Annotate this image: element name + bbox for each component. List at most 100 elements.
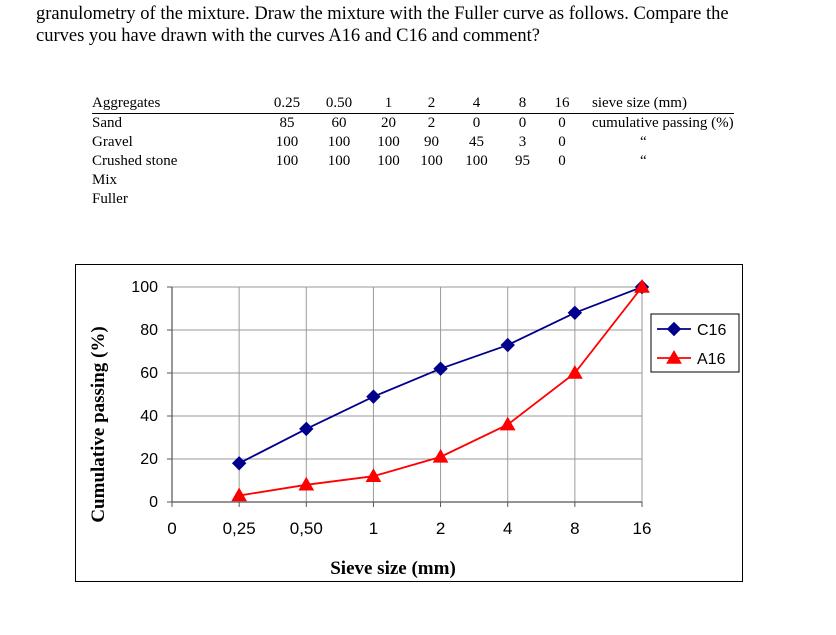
data-point-a16 bbox=[231, 487, 248, 502]
passing-value-cell bbox=[452, 171, 501, 190]
passing-value-cell: 90 bbox=[424, 134, 439, 150]
passing-value-cell: 60 bbox=[331, 115, 347, 131]
y-tick-label: 20 bbox=[140, 451, 158, 468]
unit-cell bbox=[580, 171, 734, 190]
legend-label-c16: C16 bbox=[697, 322, 726, 339]
passing-value-cell bbox=[452, 190, 501, 209]
passing-value-cell: 0 bbox=[518, 115, 527, 131]
passing-value-cell bbox=[411, 171, 452, 190]
aggregate-label: Mix bbox=[92, 172, 118, 188]
x-tick-label: 16 bbox=[633, 519, 652, 538]
passing-value-cell: 45 bbox=[469, 134, 484, 150]
data-point-a16 bbox=[566, 364, 583, 379]
aggregate-label: Fuller bbox=[92, 191, 128, 207]
data-point-a16 bbox=[298, 476, 315, 491]
data-point-c16 bbox=[366, 389, 381, 404]
problem-statement: granulometry of the mixture. Draw the mi… bbox=[36, 3, 826, 47]
y-tick-label: 0 bbox=[149, 494, 158, 511]
legend-marker-a16 bbox=[666, 349, 682, 364]
sieve-size-cell: 4 bbox=[452, 94, 501, 114]
passing-value-cell bbox=[411, 190, 452, 209]
x-tick-label: 2 bbox=[436, 519, 445, 538]
x-axis-title: Sieve size (mm) bbox=[330, 558, 456, 579]
passing-value-cell: 100 bbox=[327, 134, 351, 150]
y-tick-label: 80 bbox=[140, 322, 158, 339]
passing-value-cell: 85 bbox=[279, 115, 295, 131]
table-row: Mix bbox=[92, 171, 734, 190]
legend-label-a16: A16 bbox=[697, 351, 726, 368]
passing-value-cell: 0 bbox=[472, 115, 481, 131]
passing-value-cell: 0 bbox=[558, 115, 566, 131]
chart-frame: 0 20 40 60 80 100 0 0,25 0,50 1 2 4 8 16 Sieve size (m… bbox=[75, 264, 743, 582]
aggregate-label: Sand bbox=[92, 115, 122, 131]
passing-value-cell: 100 bbox=[377, 134, 400, 150]
table-header-label: Aggregates bbox=[92, 94, 262, 114]
passing-value-cell bbox=[544, 171, 580, 190]
passing-value-cell: 100 bbox=[275, 134, 299, 150]
passing-value-cell bbox=[366, 190, 411, 209]
x-tick-label: 0,50 bbox=[290, 519, 323, 538]
passing-value-cell: 100 bbox=[377, 153, 400, 169]
data-point-c16 bbox=[567, 305, 583, 321]
sieve-size-cell: 0.25 bbox=[262, 94, 312, 114]
y-tick-label: 60 bbox=[140, 365, 158, 382]
passing-value-cell: 20 bbox=[381, 115, 396, 131]
data-point-a16 bbox=[365, 468, 382, 482]
passing-value-cell: 0 bbox=[558, 153, 566, 169]
data-point-a16 bbox=[432, 448, 449, 463]
aggregate-label: Crushed stone bbox=[92, 153, 178, 169]
table-row: Gravel 100 100 100 90 45 3 0 “ bbox=[92, 133, 734, 152]
passing-value-cell bbox=[312, 190, 366, 209]
x-tick-label: 4 bbox=[503, 519, 512, 538]
y-axis-title: Cumulative passing (%) bbox=[88, 326, 109, 522]
sieve-size-cell: 0.50 bbox=[312, 94, 366, 114]
sieve-size-cell: 2 bbox=[411, 94, 452, 114]
y-tick-label: 40 bbox=[140, 408, 158, 425]
y-tick-label: 100 bbox=[131, 279, 158, 296]
aggregates-table: Aggregates 0.25 0.50 1 2 4 8 16 sieve si… bbox=[92, 94, 734, 209]
data-point-c16 bbox=[231, 456, 247, 471]
legend-marker-c16 bbox=[666, 321, 682, 337]
plot-area bbox=[171, 286, 643, 503]
sieve-size-cell: 1 bbox=[366, 94, 411, 114]
data-point-c16 bbox=[433, 361, 448, 376]
passing-value-cell bbox=[501, 190, 544, 209]
passing-value-cell bbox=[312, 171, 366, 190]
aggregate-label: Gravel bbox=[92, 134, 133, 150]
passing-value-cell bbox=[262, 190, 312, 209]
unit-cell bbox=[580, 190, 734, 209]
passing-value-cell bbox=[262, 171, 312, 190]
unit-cell: “ bbox=[640, 134, 647, 150]
table-row: Crushed stone 100 100 100 100 100 95 0 “ bbox=[92, 152, 734, 171]
table-header-row: Aggregates 0.25 0.50 1 2 4 8 16 sieve si… bbox=[92, 94, 734, 114]
unit-cell: “ bbox=[640, 153, 647, 169]
passing-value-cell: 100 bbox=[327, 153, 351, 169]
passing-value-cell: 100 bbox=[465, 153, 488, 169]
gradation-chart: 0 20 40 60 80 100 0 0,25 0,50 1 2 4 8 16 Sieve size (m… bbox=[88, 278, 740, 579]
data-point-c16 bbox=[500, 337, 515, 353]
sieve-size-cell: 16 bbox=[544, 94, 580, 114]
x-tick-label: 8 bbox=[570, 519, 579, 538]
intro-line-1: granulometry of the mixture. Draw the mi… bbox=[36, 4, 729, 24]
passing-value-cell: 95 bbox=[515, 153, 530, 169]
sieve-size-cell: 8 bbox=[501, 94, 544, 114]
passing-value-cell: 2 bbox=[427, 115, 436, 131]
passing-value-cell: 100 bbox=[275, 153, 299, 169]
data-point-c16 bbox=[299, 421, 314, 437]
data-point-a16 bbox=[499, 416, 516, 431]
passing-value-cell: 100 bbox=[420, 153, 443, 169]
passing-value-cell: 0 bbox=[558, 134, 566, 150]
passing-value-cell bbox=[501, 171, 544, 190]
table-row: Sand 85 60 20 2 0 0 0 cumulative passing (%) bbox=[92, 114, 734, 134]
legend-box bbox=[650, 313, 740, 373]
passing-value-cell bbox=[366, 171, 411, 190]
passing-value-cell bbox=[544, 190, 580, 209]
x-tick-label: 0,25 bbox=[223, 519, 256, 538]
data-point-a16 bbox=[634, 278, 650, 293]
intro-line-2: curves you have drawn with the curves A1… bbox=[36, 26, 540, 46]
x-tick-label: 1 bbox=[369, 519, 378, 538]
passing-value-cell: 3 bbox=[518, 134, 527, 150]
unit-cell: cumulative passing (%) bbox=[592, 115, 734, 131]
table-header-unit: sieve size (mm) bbox=[580, 94, 734, 114]
x-tick-label: 0 bbox=[167, 519, 176, 538]
